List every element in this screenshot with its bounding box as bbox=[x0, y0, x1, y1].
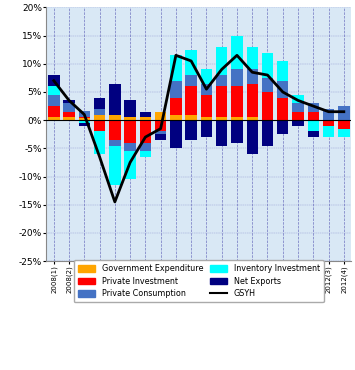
Bar bbox=[48, 117, 60, 120]
Bar bbox=[262, 53, 273, 78]
Bar bbox=[185, 120, 197, 140]
Bar bbox=[307, 103, 319, 112]
Bar bbox=[124, 143, 136, 151]
Bar bbox=[78, 111, 90, 117]
Bar bbox=[140, 117, 151, 120]
Bar bbox=[262, 78, 273, 92]
Bar bbox=[155, 112, 166, 120]
Bar bbox=[338, 129, 350, 137]
Bar bbox=[246, 117, 258, 120]
Bar bbox=[63, 117, 75, 120]
Bar bbox=[201, 84, 212, 95]
Bar bbox=[323, 120, 334, 126]
Bar bbox=[216, 86, 228, 117]
Bar bbox=[109, 84, 121, 115]
Bar bbox=[307, 120, 319, 131]
Bar bbox=[94, 131, 105, 154]
Bar bbox=[323, 126, 334, 137]
Bar bbox=[78, 123, 90, 126]
Bar bbox=[231, 36, 243, 70]
Bar bbox=[246, 120, 258, 154]
Bar bbox=[170, 56, 182, 81]
Bar bbox=[277, 120, 289, 134]
Bar bbox=[292, 95, 304, 103]
Bar bbox=[201, 70, 212, 84]
Bar bbox=[201, 117, 212, 120]
Bar bbox=[48, 95, 60, 106]
Bar bbox=[63, 103, 75, 112]
Bar bbox=[48, 106, 60, 117]
Bar bbox=[170, 98, 182, 115]
Bar bbox=[231, 70, 243, 86]
Bar bbox=[78, 117, 90, 118]
Bar bbox=[109, 115, 121, 120]
Bar bbox=[170, 115, 182, 120]
Bar bbox=[216, 120, 228, 145]
Bar bbox=[170, 81, 182, 98]
Bar bbox=[246, 70, 258, 84]
Bar bbox=[216, 75, 228, 86]
Bar bbox=[48, 75, 60, 86]
Bar bbox=[63, 112, 75, 117]
Bar bbox=[155, 131, 166, 134]
Bar bbox=[109, 145, 121, 185]
Bar bbox=[246, 84, 258, 117]
Bar bbox=[292, 112, 304, 120]
Bar bbox=[78, 120, 90, 123]
Bar bbox=[323, 109, 334, 120]
Bar bbox=[94, 98, 105, 109]
Bar bbox=[185, 86, 197, 115]
Bar bbox=[201, 120, 212, 137]
Bar bbox=[185, 75, 197, 86]
Bar bbox=[155, 120, 166, 131]
Bar bbox=[140, 120, 151, 143]
Bar bbox=[307, 112, 319, 120]
Bar bbox=[292, 103, 304, 112]
Bar bbox=[170, 120, 182, 148]
Bar bbox=[292, 120, 304, 126]
Bar bbox=[231, 86, 243, 117]
Bar bbox=[338, 106, 350, 120]
Bar bbox=[155, 134, 166, 140]
Bar bbox=[94, 109, 105, 115]
Legend: Government Expenditure, Private Investment, Private Consumption, Inventory Inves: Government Expenditure, Private Investme… bbox=[73, 260, 324, 302]
Bar bbox=[124, 120, 136, 143]
Bar bbox=[140, 112, 151, 117]
Bar bbox=[185, 50, 197, 75]
Bar bbox=[338, 120, 350, 129]
Bar bbox=[94, 115, 105, 120]
Bar bbox=[277, 81, 289, 98]
Bar bbox=[48, 86, 60, 95]
Bar bbox=[94, 120, 105, 131]
Bar bbox=[140, 143, 151, 151]
Bar bbox=[124, 117, 136, 120]
Bar bbox=[216, 47, 228, 75]
Bar bbox=[231, 120, 243, 143]
Bar bbox=[277, 98, 289, 120]
Bar bbox=[109, 120, 121, 140]
Bar bbox=[185, 115, 197, 120]
Bar bbox=[124, 151, 136, 179]
Bar bbox=[109, 140, 121, 145]
Bar bbox=[231, 117, 243, 120]
Bar bbox=[140, 151, 151, 157]
Bar bbox=[63, 100, 75, 103]
Bar bbox=[216, 117, 228, 120]
Bar bbox=[201, 95, 212, 117]
Bar bbox=[277, 61, 289, 81]
Bar bbox=[78, 118, 90, 120]
Bar bbox=[307, 131, 319, 137]
Bar bbox=[262, 120, 273, 145]
Bar bbox=[246, 47, 258, 70]
Bar bbox=[262, 92, 273, 120]
Bar bbox=[124, 100, 136, 117]
